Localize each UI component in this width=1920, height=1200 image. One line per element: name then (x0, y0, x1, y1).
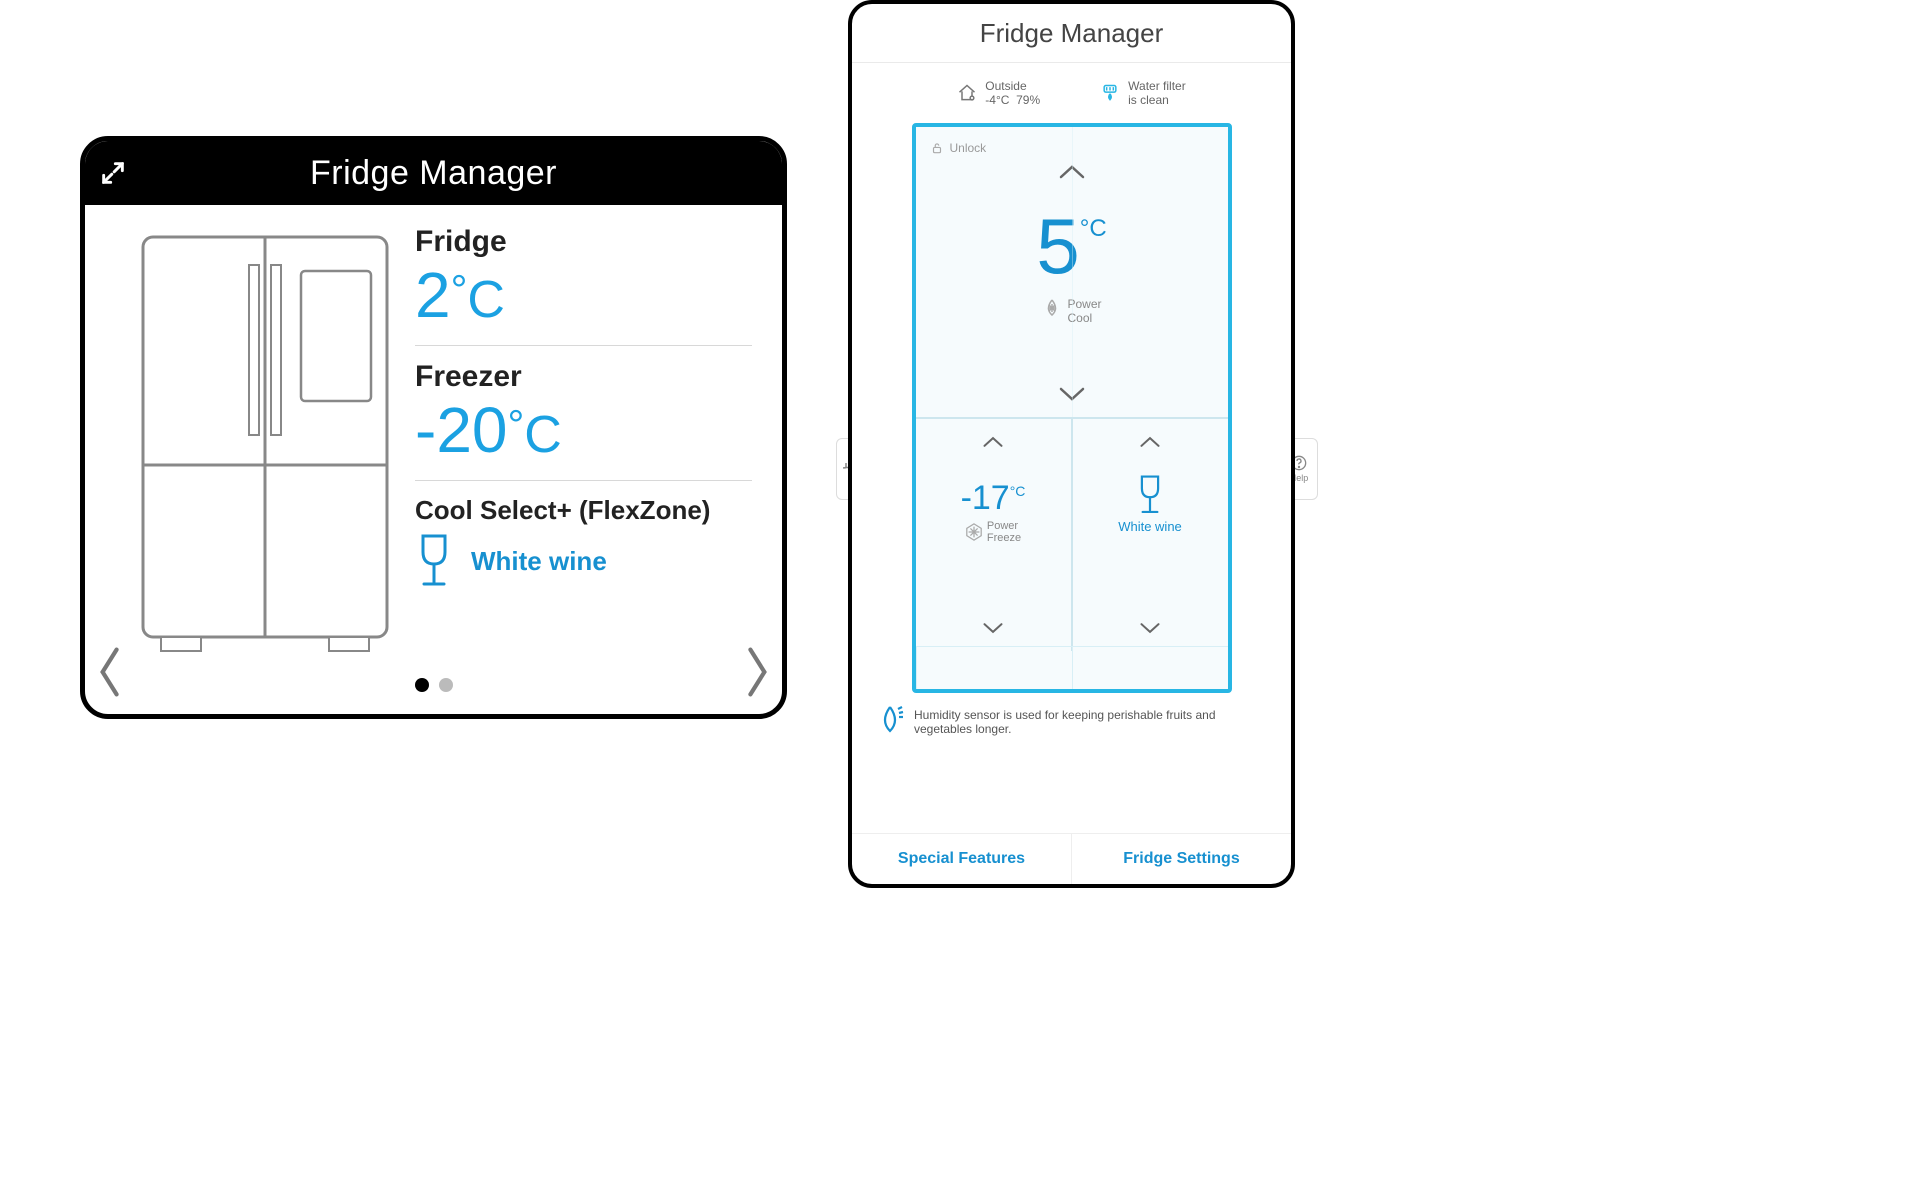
unlock-button[interactable]: Unlock (930, 141, 987, 155)
page-dot-active[interactable] (415, 678, 429, 692)
outside-humidity: 79% (1016, 93, 1040, 107)
filter-status: Water filter is clean (1100, 79, 1186, 108)
pagination-dots (415, 678, 453, 692)
wine-icon (1073, 475, 1228, 515)
flexzone-compartment: White wine (1071, 419, 1228, 651)
unlock-label: Unlock (950, 141, 987, 155)
outside-status: Outside -4°C 79% (957, 79, 1040, 108)
outside-temp: -4°C (985, 93, 1009, 107)
home-icon (957, 83, 977, 103)
fridge-temp-down-button[interactable] (1057, 385, 1087, 403)
app-title: Fridge Manager (852, 4, 1291, 63)
expand-icon[interactable] (99, 159, 127, 187)
flexzone-down-button[interactable] (1138, 621, 1162, 635)
page-dot[interactable] (439, 678, 453, 692)
snowflake-hex-icon (965, 523, 983, 541)
water-filter-icon (1100, 83, 1120, 103)
fridge-temp-up-button[interactable] (1057, 163, 1087, 181)
filter-line1: Water filter (1128, 79, 1186, 93)
next-page-button[interactable] (738, 644, 774, 700)
fridge-manager-app: Fridge Manager Outside -4°C 79% Water fi… (848, 0, 1295, 888)
flexzone-mode: White wine (415, 534, 752, 588)
humidity-tip-text: Humidity sensor is used for keeping peri… (914, 708, 1267, 736)
divider (415, 480, 752, 481)
fridge-illustration-icon (141, 235, 389, 665)
freezer-temp-down-button[interactable] (981, 621, 1005, 635)
freezer-temp-value: -17°C (916, 479, 1071, 518)
fridge-control-panel: Unlock 5°C PowerCool (912, 123, 1232, 693)
widget-readings: Fridge 2°C Freezer -20°C Cool Select+ (F… (415, 225, 752, 588)
flexzone-up-button[interactable] (1138, 435, 1162, 449)
outside-label: Outside (985, 79, 1040, 93)
freezer-label: Freezer (415, 360, 752, 394)
power-cool-mode[interactable]: PowerCool (1041, 297, 1101, 325)
fridge-base-icon (916, 646, 1228, 689)
flexzone-mode: White wine (1073, 475, 1228, 534)
flexzone-mode-label: White wine (471, 546, 607, 577)
power-freeze-mode[interactable]: PowerFreeze (916, 520, 1071, 544)
tab-fridge-settings[interactable]: Fridge Settings (1071, 834, 1291, 884)
filter-line2: is clean (1128, 93, 1186, 107)
freezer-compartment: -17°C PowerFreeze (916, 419, 1071, 651)
wine-icon (415, 534, 453, 588)
tab-special-features[interactable]: Special Features (852, 834, 1071, 884)
flexzone-mode-label: White wine (1073, 519, 1228, 534)
bottom-tabs: Special Features Fridge Settings (852, 833, 1291, 884)
humidity-tip: Humidity sensor is used for keeping peri… (852, 693, 1291, 751)
widget-title: Fridge Manager (310, 154, 557, 193)
prev-page-button[interactable] (93, 644, 129, 700)
widget-header: Fridge Manager (85, 141, 782, 205)
snowflake-drop-icon (1041, 299, 1061, 323)
freezer-temp: -20°C (415, 398, 752, 462)
fridge-temp: 2°C (415, 263, 752, 327)
unlock-icon (930, 141, 944, 155)
fridge-temp-value: 5°C (916, 207, 1228, 285)
divider (415, 345, 752, 346)
fridge-widget-compact: Fridge Manager Fridge 2°C Free (80, 136, 787, 719)
freezer-temp-up-button[interactable] (981, 435, 1005, 449)
fridge-compartment: Unlock 5°C PowerCool (916, 127, 1228, 419)
flexzone-label: Cool Select+ (FlexZone) (415, 495, 752, 526)
fridge-label: Fridge (415, 225, 752, 259)
status-bar: Outside -4°C 79% Water filter is clean (852, 63, 1291, 123)
humidity-drop-icon (876, 705, 904, 739)
